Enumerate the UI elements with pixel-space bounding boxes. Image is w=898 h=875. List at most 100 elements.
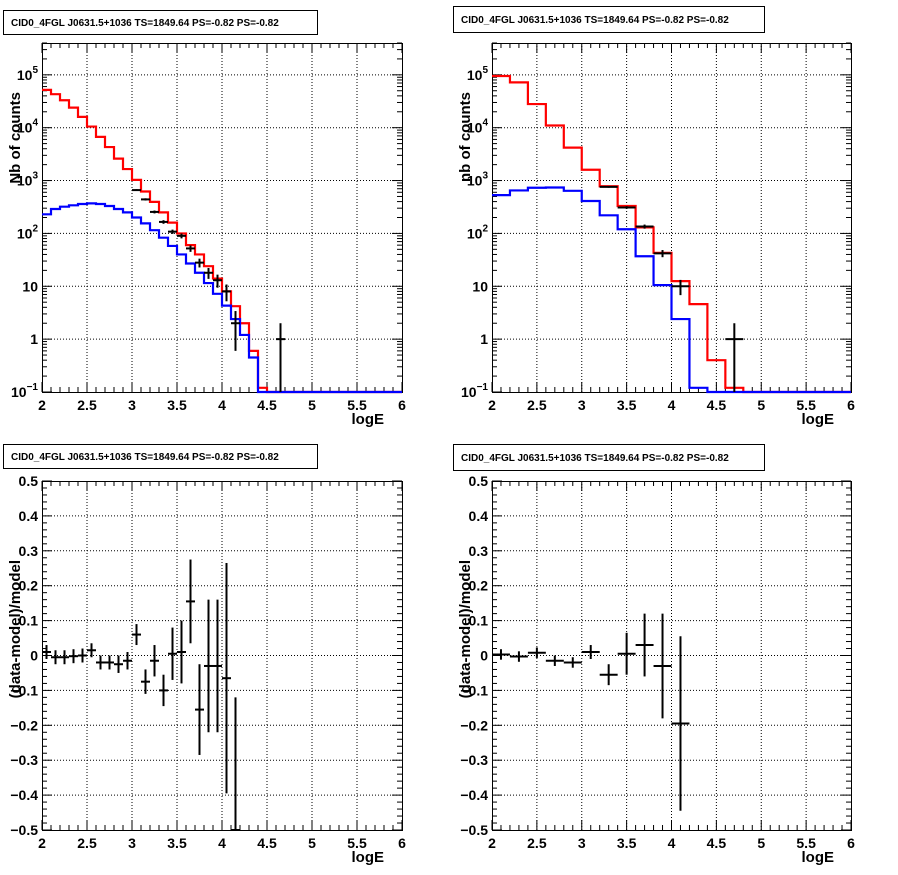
title-box xyxy=(3,10,318,35)
y-tick-label: −0.5 xyxy=(10,822,38,838)
x-tick-label: 5.5 xyxy=(796,397,816,413)
data-point xyxy=(725,323,744,392)
title-box xyxy=(453,444,765,471)
x-axis-label: logE xyxy=(802,411,835,428)
x-tick-label: 3.5 xyxy=(167,397,187,413)
y-tick-label: −0.2 xyxy=(10,717,38,733)
histogram-series-1 xyxy=(492,74,851,394)
data-point xyxy=(132,624,141,646)
y-tick-label: 10 xyxy=(472,278,488,294)
y-tick-label: 102 xyxy=(17,223,39,241)
x-tick-label: 2.5 xyxy=(77,397,97,413)
data-point xyxy=(168,627,177,680)
histogram-series-2 xyxy=(42,202,402,394)
y-tick-label: −0.3 xyxy=(460,752,488,768)
x-tick-label: 4.5 xyxy=(707,397,727,413)
chart-panel-2: CID0_4FGL J0631.5+1036 TS=1849.64 PS=-0.… xyxy=(453,6,855,428)
x-tick-label: 2.5 xyxy=(527,397,547,413)
y-tick-label: −0.4 xyxy=(10,787,38,803)
y-tick-label: 0.5 xyxy=(19,473,39,489)
chart-title: CID0_4FGL J0631.5+1036 TS=1849.64 PS=-0.… xyxy=(11,18,279,29)
data-point xyxy=(276,323,285,392)
data-point xyxy=(150,645,159,677)
y-tick-label: 102 xyxy=(467,223,489,241)
data-point xyxy=(599,185,618,188)
x-tick-label: 4 xyxy=(668,835,676,851)
data-point xyxy=(60,650,69,665)
data-point xyxy=(222,563,231,794)
y-tick-label: −0.2 xyxy=(460,717,488,733)
y-tick-label: 105 xyxy=(467,65,489,83)
chart-title: CID0_4FGL J0631.5+1036 TS=1849.64 PS=-0.… xyxy=(461,15,729,26)
y-tick-label: −0.3 xyxy=(10,752,38,768)
y-tick-label: −0.1 xyxy=(460,682,488,698)
y-tick-label: 10−1 xyxy=(11,382,38,400)
y-axis-label: Nb of counts xyxy=(7,92,24,184)
y-tick-label: 1 xyxy=(480,331,488,347)
y-tick-label: 105 xyxy=(17,65,39,83)
y-tick-label: 0.1 xyxy=(469,613,489,629)
x-tick-label: 3.5 xyxy=(167,835,187,851)
x-tick-label: 3.5 xyxy=(617,397,637,413)
y-axis-label: (data-model)/model xyxy=(7,560,24,698)
data-point xyxy=(617,206,636,209)
y-tick-label: 10 xyxy=(22,278,38,294)
data-point xyxy=(168,229,177,234)
x-tick-label: 5 xyxy=(308,397,316,413)
x-tick-label: 5 xyxy=(757,397,765,413)
x-tick-label: 4 xyxy=(668,397,676,413)
chart-title: CID0_4FGL J0631.5+1036 TS=1849.64 PS=-0.… xyxy=(11,452,279,463)
histogram-series-2 xyxy=(492,186,851,394)
x-tick-label: 2.5 xyxy=(77,835,97,851)
y-tick-label: 103 xyxy=(467,171,489,189)
y-tick-label: −0.4 xyxy=(460,787,488,803)
x-tick-label: 4 xyxy=(218,397,226,413)
x-tick-label: 5.5 xyxy=(796,835,816,851)
data-point xyxy=(141,669,150,694)
data-point xyxy=(653,250,672,258)
x-tick-label: 2 xyxy=(38,397,46,413)
x-tick-label: 3.5 xyxy=(617,835,637,851)
data-point xyxy=(617,632,636,675)
data-point xyxy=(159,220,168,224)
y-tick-label: 103 xyxy=(17,171,39,189)
x-tick-label: 3 xyxy=(578,397,586,413)
data-point xyxy=(114,655,123,673)
data-point xyxy=(78,648,87,663)
x-axis-label: logE xyxy=(352,411,385,428)
data-point xyxy=(177,620,186,684)
data-point xyxy=(545,655,564,666)
x-tick-label: 6 xyxy=(398,835,406,851)
x-tick-label: 5.5 xyxy=(347,835,367,851)
data-point xyxy=(42,645,51,659)
data-point xyxy=(671,279,690,296)
x-tick-label: 6 xyxy=(847,397,855,413)
data-point xyxy=(222,284,231,302)
data-point xyxy=(177,233,186,239)
x-tick-label: 3 xyxy=(128,397,136,413)
data-point xyxy=(132,189,141,192)
data-point xyxy=(635,224,654,229)
y-tick-label: 0.5 xyxy=(469,473,489,489)
y-tick-label: 0.3 xyxy=(19,543,39,559)
data-point xyxy=(186,559,195,644)
chart-panel-4: CID0_4FGL J0631.5+1036 TS=1849.64 PS=-0.… xyxy=(453,444,855,866)
y-tick-label: 0.3 xyxy=(469,543,489,559)
x-axis-label: logE xyxy=(802,849,835,866)
x-tick-label: 4.5 xyxy=(707,835,727,851)
y-tick-label: 0.4 xyxy=(469,508,489,524)
data-point xyxy=(213,599,222,733)
data-point xyxy=(123,652,132,670)
data-point xyxy=(159,674,168,707)
y-tick-label: 0.2 xyxy=(469,578,489,594)
chart-title: CID0_4FGL J0631.5+1036 TS=1849.64 PS=-0.… xyxy=(461,453,729,464)
x-tick-label: 4.5 xyxy=(257,397,277,413)
chart-panel-1: CID0_4FGL J0631.5+1036 TS=1849.64 PS=-0.… xyxy=(3,10,406,428)
data-point xyxy=(527,647,546,658)
y-axis-label: nb of counts xyxy=(457,92,474,182)
data-point xyxy=(195,664,204,755)
x-tick-label: 6 xyxy=(398,397,406,413)
y-tick-label: 0 xyxy=(30,648,38,664)
data-point xyxy=(150,210,159,214)
